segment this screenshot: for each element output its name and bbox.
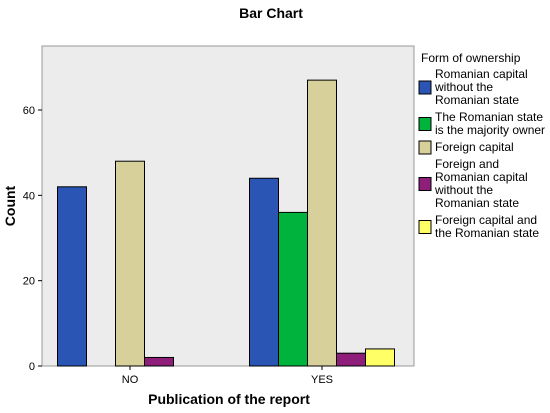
x-axis-title: Publication of the report	[148, 391, 310, 407]
bar-yes-series-5	[365, 348, 395, 367]
chart-title: Bar Chart	[239, 5, 303, 21]
bar-yes-series-1	[249, 177, 279, 367]
x-tick-label: YES	[311, 374, 333, 386]
legend-swatch-1	[418, 80, 432, 95]
bar-no-series-1	[57, 186, 87, 367]
x-axis: NO YES	[122, 366, 333, 386]
y-tick-label: 0	[29, 361, 35, 373]
legend-label-3: Foreign capital	[435, 140, 514, 154]
plot-area	[41, 45, 415, 367]
legend-label-2: The Romanian state is the majority owner	[435, 110, 545, 137]
bars-group	[57, 79, 395, 367]
bar-yes-series-3	[307, 79, 337, 367]
y-tick-label: 40	[23, 190, 35, 202]
bar-no-series-3	[115, 160, 145, 367]
legend-title: Form of ownership	[421, 51, 521, 65]
bar-no-series-4	[144, 356, 174, 367]
x-tick-label: NO	[122, 374, 139, 386]
legend-swatch-4	[418, 177, 432, 191]
y-axis: 0 20 40 60	[23, 105, 42, 373]
y-tick-label: 60	[23, 105, 35, 117]
legend-label-1: Romanian capital without the Romanian stat…	[434, 67, 528, 107]
legend: Romanian capital without the Romanian stat…	[418, 67, 545, 240]
y-axis-title: Count	[2, 185, 18, 226]
legend-swatch-5	[418, 220, 432, 234]
legend-label-5: Foreign capital and the Romanian state	[435, 213, 539, 240]
legend-label-4: Foreign and Romanian capital without the Ro…	[434, 157, 528, 210]
legend-swatch-2	[418, 117, 432, 131]
legend-swatch-3	[418, 140, 432, 155]
y-tick-label: 20	[23, 276, 35, 288]
bar-yes-series-4	[336, 352, 366, 367]
bar-yes-series-2	[278, 211, 308, 367]
